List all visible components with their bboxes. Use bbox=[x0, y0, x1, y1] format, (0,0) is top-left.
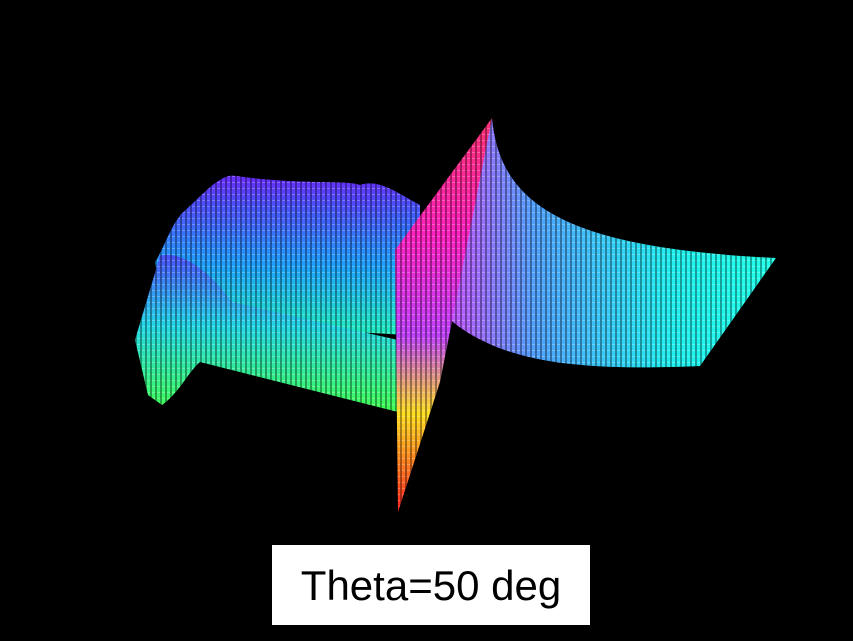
caption: Theta=50 deg bbox=[301, 562, 561, 609]
page: {"caption": "Theta=50 deg"} bbox=[0, 0, 853, 641]
rendering: Theta=50 deg bbox=[0, 0, 853, 641]
